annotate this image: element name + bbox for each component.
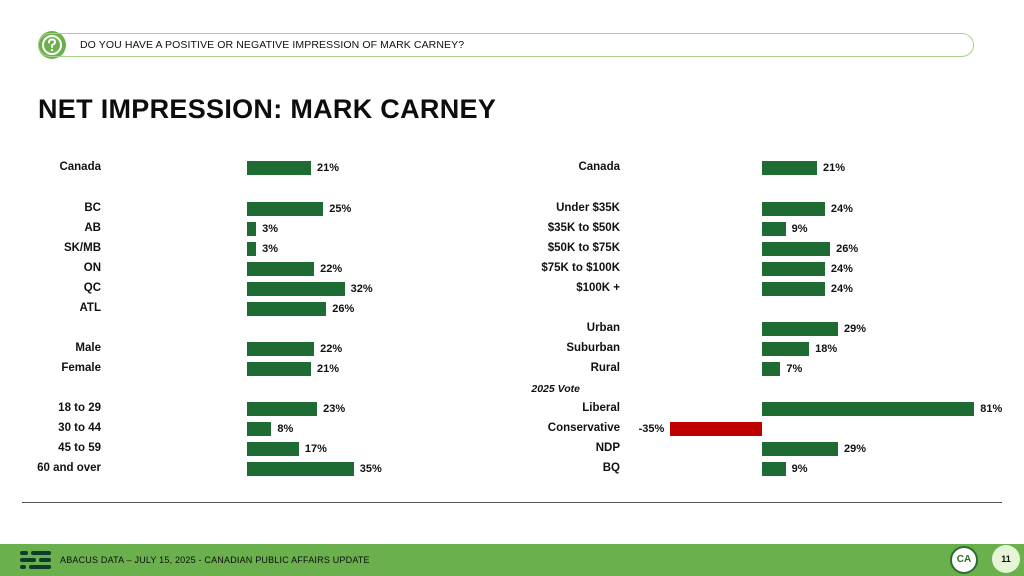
category-label-ab: AB <box>84 222 101 234</box>
category-label-75k-to-100k: $75K to $100K <box>541 262 620 274</box>
question-text: DO YOU HAVE A POSITIVE OR NEGATIVE IMPRE… <box>80 39 465 51</box>
category-label-bc: BC <box>84 202 101 214</box>
bar-conservative <box>670 422 762 436</box>
bar-18-to-29 <box>247 402 318 416</box>
data-label-50k-to-75k: 26% <box>836 243 859 255</box>
bar-ndp <box>762 442 838 456</box>
page-number: 11 <box>992 545 1020 573</box>
bar-ab <box>247 222 257 236</box>
bar-30-to-44 <box>247 422 272 436</box>
data-label-30-to-44: 8% <box>277 423 294 435</box>
bar-bq <box>762 462 786 476</box>
category-label-35k-to-50k: $35K to $50K <box>547 222 620 234</box>
data-label-18-to-29: 23% <box>323 403 346 415</box>
page-title: NET IMPRESSION: MARK CARNEY <box>38 94 497 124</box>
divider-line <box>22 502 1002 503</box>
category-label-bq: BQ <box>602 462 620 474</box>
ca-logo-text: CA <box>956 554 972 565</box>
category-label-rural: Rural <box>590 362 620 374</box>
bar-35k-to-50k <box>762 222 786 236</box>
data-label-45-to-59: 17% <box>304 443 327 455</box>
data-label-suburban: 18% <box>815 343 838 355</box>
data-label-liberal: 81% <box>980 403 1003 415</box>
footer-text: ABACUS DATA – JULY 15, 2025 - CANADIAN P… <box>60 555 370 565</box>
bar-60-and-over <box>247 462 354 476</box>
bar-canada <box>762 161 818 175</box>
bar-45-to-59 <box>247 442 299 456</box>
bar-under-35k <box>762 202 825 216</box>
group-label-2025-vote: 2025 Vote <box>531 383 580 395</box>
bar-male <box>247 342 315 356</box>
category-label-liberal: Liberal <box>582 402 620 414</box>
category-label-on: ON <box>83 262 101 274</box>
category-label-30-to-44: 30 to 44 <box>58 422 101 434</box>
category-label-canada: Canada <box>578 161 620 173</box>
category-label-18-to-29: 18 to 29 <box>58 402 101 414</box>
footer-bar <box>0 544 1024 576</box>
data-label-male: 22% <box>320 343 343 355</box>
bar-liberal <box>762 402 975 416</box>
data-label-female: 21% <box>317 363 340 375</box>
abacus-logo-icon <box>20 551 51 569</box>
category-label-100k: $100K + <box>576 282 620 294</box>
data-label-canada: 21% <box>317 162 340 174</box>
category-label-60-and-over: 60 and over <box>37 462 101 474</box>
bar-75k-to-100k <box>762 262 825 276</box>
category-label-suburban: Suburban <box>566 342 620 354</box>
data-label-35k-to-50k: 9% <box>791 223 808 235</box>
data-label-atl: 26% <box>332 303 355 315</box>
data-label-ndp: 29% <box>843 443 866 455</box>
data-label-sk-mb: 3% <box>262 243 279 255</box>
bar-on <box>247 262 315 276</box>
question-banner <box>38 33 974 57</box>
bar-qc <box>247 282 345 296</box>
data-label-ab: 3% <box>262 223 279 235</box>
data-label-conservative: -35% <box>638 423 665 435</box>
data-label-bc: 25% <box>329 203 352 215</box>
data-label-canada: 21% <box>823 162 846 174</box>
category-label-ndp: NDP <box>595 442 620 454</box>
bar-bc <box>247 202 324 216</box>
category-label-male: Male <box>75 342 101 354</box>
bar-rural <box>762 362 781 376</box>
data-label-qc: 32% <box>350 283 373 295</box>
category-label-45-to-59: 45 to 59 <box>58 442 101 454</box>
bar-female <box>247 362 312 376</box>
data-label-rural: 7% <box>786 363 803 375</box>
ca-logo-icon: CA <box>950 546 978 574</box>
bar-100k <box>762 282 825 296</box>
data-label-75k-to-100k: 24% <box>830 263 853 275</box>
data-label-60-and-over: 35% <box>359 463 382 475</box>
data-label-under-35k: 24% <box>830 203 853 215</box>
category-label-qc: QC <box>83 282 101 294</box>
category-label-conservative: Conservative <box>547 422 620 434</box>
category-label-urban: Urban <box>586 322 620 334</box>
bar-sk-mb <box>247 242 257 256</box>
category-label-50k-to-75k: $50K to $75K <box>547 242 620 254</box>
data-label-100k: 24% <box>830 283 853 295</box>
category-label-under-35k: Under $35K <box>556 202 620 214</box>
data-label-on: 22% <box>320 263 343 275</box>
category-label-female: Female <box>61 362 101 374</box>
bar-suburban <box>762 342 810 356</box>
category-label-sk-mb: SK/MB <box>63 242 101 254</box>
bar-50k-to-75k <box>762 242 831 256</box>
category-label-canada: Canada <box>59 161 101 173</box>
data-label-urban: 29% <box>843 323 866 335</box>
category-label-atl: ATL <box>79 302 101 314</box>
bar-canada <box>247 161 312 175</box>
bar-atl <box>247 302 327 316</box>
data-label-bq: 9% <box>791 463 808 475</box>
bar-urban <box>762 322 838 336</box>
